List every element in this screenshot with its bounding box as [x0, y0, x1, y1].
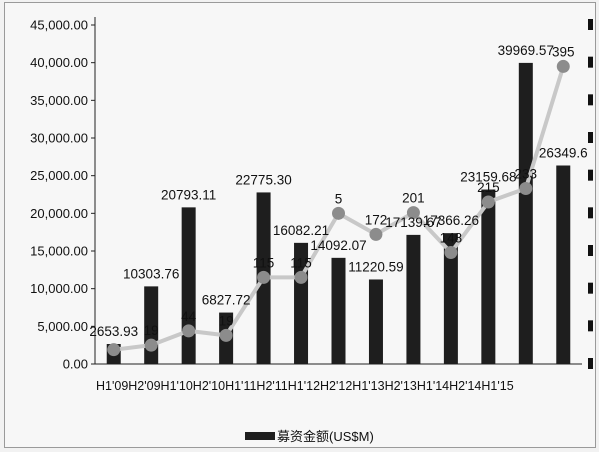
- x-axis-tick-labels: H1'09H2'09H1'10H2'10H1'11H2'11H1'12H2'12…: [96, 379, 514, 393]
- line-point: [182, 324, 196, 338]
- y-axis-ticks: 0.00 5,000.00 10,000.00 15,000.00 20,000.00 2…: [30, 18, 95, 372]
- bar: [518, 62, 533, 364]
- bar-value-label: 17139.67: [385, 215, 441, 230]
- bar: [481, 189, 496, 364]
- line-point: [294, 270, 308, 284]
- line-point: [332, 206, 345, 220]
- line-point: [219, 328, 233, 342]
- y-tick-label: 45,000.00: [30, 18, 88, 33]
- y-tick-label: 30,000.00: [30, 131, 88, 146]
- bar: [181, 207, 196, 364]
- line-value-label: 395: [552, 44, 575, 59]
- line-point: [107, 343, 121, 357]
- bar-value-label: 11220.59: [348, 259, 403, 274]
- bar-value-label: 39969.57: [498, 43, 554, 58]
- bar-value-label: 16082.21: [273, 223, 329, 238]
- bar-value-label: 22775.30: [235, 172, 291, 187]
- right-axis-tick: [588, 245, 593, 256]
- line-point: [257, 270, 271, 284]
- line-value-label: 115: [290, 255, 312, 270]
- line-value-label: 172: [365, 212, 388, 227]
- line-point: [144, 338, 158, 352]
- line-point: [481, 195, 495, 209]
- line-value-label: 19: [219, 313, 234, 328]
- bar: [556, 165, 571, 364]
- right-axis-tick: [588, 94, 593, 106]
- right-axis-tick: [588, 358, 593, 369]
- line-value-label: 201: [402, 191, 425, 206]
- line-point: [369, 227, 383, 241]
- right-axis-tick: [588, 282, 593, 294]
- line-value-label: 215: [477, 180, 500, 195]
- line-value-label: 19: [144, 323, 159, 338]
- chart-frame: [4, 2, 596, 448]
- line-value-label: 115: [253, 255, 275, 270]
- y-tick-label: 0.00: [63, 357, 88, 372]
- bar-value-label: 17366.26: [423, 213, 479, 228]
- bar: [443, 233, 458, 364]
- bar-value-label: 26349.6: [539, 145, 588, 160]
- right-axis-tick: [588, 320, 593, 332]
- bar-value-label: 20793.11: [161, 187, 216, 202]
- y-tick-label: 5,000.00: [37, 319, 88, 334]
- line-point: [556, 59, 570, 73]
- line-value-label: 148: [440, 231, 463, 246]
- bar-value-label: 23159.68: [460, 170, 516, 185]
- legend: 募资金额(US$M): [245, 429, 374, 444]
- right-axis-ticks: [588, 19, 593, 369]
- right-axis-tick: [588, 207, 593, 219]
- bar: [331, 257, 346, 364]
- y-tick-label: 20,000.00: [30, 206, 88, 221]
- line-value-label: 233: [515, 166, 538, 181]
- y-tick-label: 10,000.00: [30, 281, 88, 296]
- legend-swatch: [245, 432, 275, 440]
- y-tick-label: 35,000.00: [30, 93, 88, 108]
- y-tick-label: 25,000.00: [30, 168, 88, 183]
- bar-value-label: 10303.76: [123, 266, 179, 281]
- right-axis-tick: [588, 169, 593, 181]
- bar: [406, 234, 421, 364]
- y-tick-label: 40,000.00: [30, 55, 88, 70]
- bar-value-label: 6827.72: [202, 293, 251, 308]
- right-axis-tick: [588, 19, 593, 30]
- line-point: [519, 181, 533, 195]
- data-labels: 2653.93 10303.76 20793.11 6827.72 22775.30 16…: [89, 43, 587, 339]
- right-axis-tick: [588, 56, 593, 68]
- bar: [368, 279, 383, 364]
- line-value-label: 44: [181, 309, 197, 324]
- line-point: [444, 246, 458, 260]
- line-point: [406, 206, 420, 220]
- bar-value-label: 14092.07: [310, 238, 366, 253]
- bar-value-label: 2653.93: [89, 324, 138, 339]
- legend-label: 募资金额(US$M): [277, 429, 374, 444]
- line-series: [107, 59, 570, 357]
- line-value-label: 5: [335, 191, 343, 206]
- y-tick-label: 15,000.00: [30, 244, 88, 259]
- right-axis-tick: [588, 132, 593, 143]
